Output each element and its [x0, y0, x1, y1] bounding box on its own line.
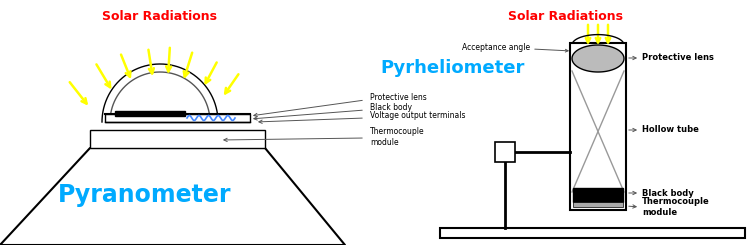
- Polygon shape: [115, 111, 185, 116]
- Text: Solar Radiations: Solar Radiations: [103, 10, 218, 23]
- Text: Pyrheliometer: Pyrheliometer: [380, 59, 525, 77]
- Text: Protective lens: Protective lens: [370, 94, 427, 102]
- Text: Black body: Black body: [642, 188, 694, 197]
- Text: Acceptance angle: Acceptance angle: [462, 44, 530, 52]
- Polygon shape: [573, 202, 623, 207]
- Text: Thermocouple
module: Thermocouple module: [642, 197, 710, 217]
- Polygon shape: [105, 114, 250, 122]
- Text: Thermocouple
module: Thermocouple module: [370, 127, 424, 147]
- Text: Black body: Black body: [370, 103, 412, 112]
- Text: Protective lens: Protective lens: [642, 53, 714, 62]
- Polygon shape: [573, 188, 623, 202]
- Text: Hollow tube: Hollow tube: [642, 125, 699, 135]
- Text: Voltage output terminals: Voltage output terminals: [370, 111, 466, 121]
- Polygon shape: [440, 228, 745, 238]
- Polygon shape: [90, 130, 265, 148]
- Polygon shape: [570, 43, 626, 210]
- Text: Pyranometer: Pyranometer: [58, 183, 232, 207]
- Polygon shape: [495, 142, 515, 162]
- Polygon shape: [572, 45, 624, 72]
- Text: Solar Radiations: Solar Radiations: [508, 10, 622, 23]
